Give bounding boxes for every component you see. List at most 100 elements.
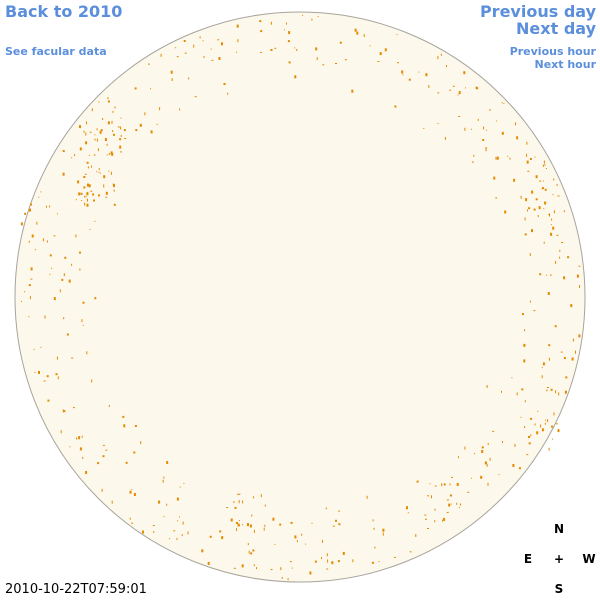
facula [502,441,503,443]
solar-disk [14,11,586,583]
facula [570,304,573,308]
next-hour-link[interactable]: Next hour [534,58,597,71]
facula [487,442,489,445]
facula [394,105,397,108]
facula [524,400,526,403]
facula [251,514,253,517]
facula [123,424,126,428]
facula [444,136,446,140]
facula [83,186,86,189]
facula [71,157,73,159]
facula [552,226,555,230]
facula [311,522,313,524]
facula [356,31,359,35]
facula [105,191,108,195]
facula [98,168,100,171]
back-link[interactable]: Back to 2010 [5,2,123,21]
facula [102,444,105,446]
facula [133,451,136,454]
facula [503,102,505,104]
facula [274,47,277,49]
facula [441,483,443,487]
facula [540,424,542,428]
facula [82,456,84,459]
facula [89,228,91,230]
facula [97,148,99,152]
facula [120,117,122,119]
facula [188,77,190,80]
facula [113,203,116,206]
facula [384,48,387,52]
facula [287,40,290,43]
facula [338,523,341,526]
facula [119,138,122,141]
facula [163,516,165,518]
facula [263,527,265,531]
facula [79,268,81,271]
facula [91,108,93,112]
facula [315,47,318,51]
facula [90,190,93,192]
facula [476,87,479,90]
facula [401,70,404,74]
facula [105,449,108,451]
facula [322,539,323,543]
facula [94,134,96,136]
facula [230,518,233,522]
facula [565,376,568,379]
facula [237,39,239,43]
facula [227,92,229,95]
facula [237,523,240,527]
facula [498,474,500,476]
facula [93,199,95,202]
facula [559,256,561,259]
facula [530,417,533,420]
facula [163,476,165,479]
facula [446,511,449,513]
facula [79,125,81,129]
facula [485,147,488,149]
facula [523,343,526,347]
facula [450,494,452,497]
facula [46,375,49,378]
facula [534,423,536,426]
facula [555,423,558,425]
facula [30,203,32,206]
facula [94,297,97,300]
facula [335,519,337,522]
facula [493,176,496,180]
previous-day-link[interactable]: Previous day [479,2,596,21]
facula [555,260,557,264]
facula [53,235,56,237]
facula [408,78,411,81]
compass-center: + [553,552,565,566]
facula [504,210,507,214]
facula [134,425,137,427]
facula [80,192,83,195]
facula [458,91,461,95]
facula [545,168,547,169]
facula [305,543,307,545]
facula [337,560,340,563]
facula [253,496,254,499]
previous-hour-link[interactable]: Previous hour [509,45,596,58]
facula [431,495,432,499]
facula [242,524,244,526]
timestamp: 2010-10-22T07:59:01 [5,582,147,597]
facula [113,133,115,136]
facula [526,141,528,145]
facula [555,390,557,394]
facula [481,450,484,453]
facular-data-link[interactable]: See facular data [5,45,107,58]
next-day-link[interactable]: Next day [516,19,596,38]
facula [526,153,528,157]
facula [531,190,534,194]
facula [62,172,65,176]
facula [181,534,183,537]
facula [511,377,513,379]
facula [456,483,459,486]
facula [424,514,427,516]
facula [434,520,436,523]
facula [193,44,195,48]
facula [332,525,335,527]
